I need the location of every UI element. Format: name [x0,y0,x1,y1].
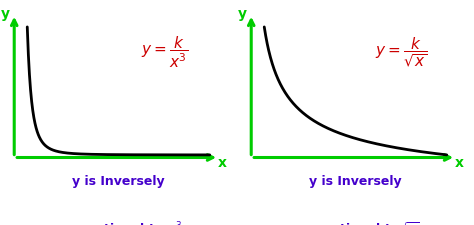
Text: y: y [0,7,9,21]
Text: y is Inversely: y is Inversely [72,176,165,189]
Text: y: y [237,7,246,21]
Text: y is Inversely: y is Inversely [309,176,402,189]
Text: x: x [456,156,464,170]
Text: x: x [219,156,227,170]
Text: proportional to$\sqrt{x}$: proportional to$\sqrt{x}$ [292,220,419,225]
Text: $y = \dfrac{k}{\sqrt{x}}$: $y = \dfrac{k}{\sqrt{x}}$ [375,35,428,69]
Text: proportional to $x^3$: proportional to $x^3$ [55,220,182,225]
Text: $y = \dfrac{k}{x^3}$: $y = \dfrac{k}{x^3}$ [141,34,188,70]
